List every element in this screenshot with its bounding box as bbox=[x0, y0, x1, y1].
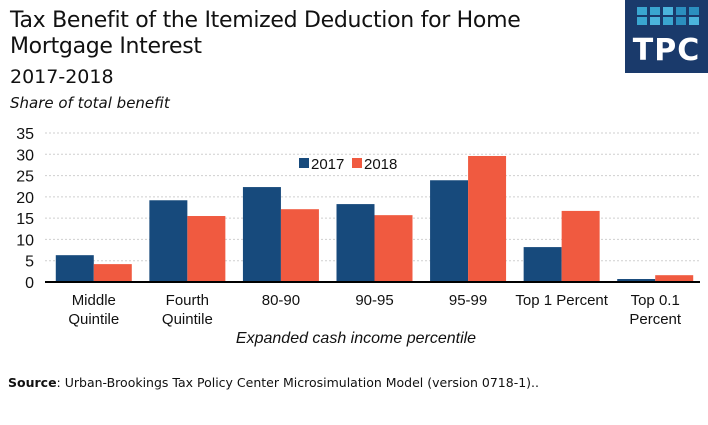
bar-2017 bbox=[336, 204, 375, 282]
bar-2017 bbox=[149, 200, 188, 282]
legend: 2017 2018 bbox=[299, 156, 397, 173]
bar-2018 bbox=[561, 210, 600, 282]
y-tick-label: 10 bbox=[16, 232, 34, 249]
bar-2018 bbox=[655, 275, 694, 282]
x-tick-label: 90-95 bbox=[355, 292, 393, 309]
legend-label: 2018 bbox=[364, 156, 397, 173]
bar-2018 bbox=[280, 209, 319, 282]
legend-swatch-2017 bbox=[299, 158, 309, 168]
logo-text: TPC bbox=[632, 33, 701, 68]
legend-label: 2017 bbox=[311, 156, 344, 173]
y-tick-label: 35 bbox=[16, 126, 34, 143]
source-label: Source bbox=[8, 375, 57, 390]
x-tick-label: 80-90 bbox=[262, 292, 300, 309]
x-axis-title: Expanded cash income percentile bbox=[236, 330, 476, 347]
y-tick-label: 25 bbox=[16, 169, 34, 186]
x-tick-label: Top 1 Percent bbox=[515, 292, 608, 309]
bar-2017 bbox=[242, 187, 281, 282]
bar-2018 bbox=[468, 155, 507, 282]
bar-2017 bbox=[617, 279, 656, 282]
x-tick-label: Quintile bbox=[162, 311, 213, 328]
x-axis-labels: Middle Quintile Fourth Quintile 80-90 90-95 95… bbox=[68, 292, 682, 328]
chart-title: Tax Benefit of the Itemized Deduction fo… bbox=[10, 8, 521, 59]
x-tick-label: Quintile bbox=[68, 311, 119, 328]
x-tick-label: Percent bbox=[629, 311, 682, 328]
bars bbox=[55, 155, 694, 282]
bar-2017 bbox=[523, 247, 562, 282]
source-text: : Urban-Brookings Tax Policy Center Micr… bbox=[56, 375, 539, 390]
y-axis-ticks: 0 5 10 15 20 25 30 35 bbox=[16, 126, 34, 292]
x-tick-label: Fourth bbox=[166, 292, 209, 309]
bar-2018 bbox=[187, 216, 226, 282]
bar-2017 bbox=[430, 180, 469, 282]
y-tick-label: 5 bbox=[25, 254, 34, 271]
unit-label: Share of total benefit bbox=[10, 94, 170, 112]
logo-grid-icon bbox=[637, 7, 699, 25]
source-note: Source: Urban-Brookings Tax Policy Cente… bbox=[8, 375, 539, 390]
bar-2018 bbox=[374, 215, 413, 282]
y-tick-label: 20 bbox=[16, 190, 34, 207]
bar-2017 bbox=[55, 255, 94, 282]
x-tick-label: Top 0.1 bbox=[631, 292, 680, 309]
chart-subtitle: 2017-2018 bbox=[10, 66, 114, 88]
y-tick-label: 15 bbox=[16, 211, 34, 228]
x-tick-label: 95-99 bbox=[449, 292, 487, 309]
bar-chart: 0 5 10 15 20 25 30 35 Middle Quintile Fourth Quint… bbox=[16, 126, 700, 347]
x-tick-label: Middle bbox=[72, 292, 116, 309]
legend-swatch-2018 bbox=[352, 158, 362, 168]
tpc-logo: TPC bbox=[625, 0, 708, 73]
y-tick-label: 0 bbox=[25, 275, 34, 292]
y-tick-label: 30 bbox=[16, 147, 34, 164]
bar-2018 bbox=[93, 264, 132, 282]
